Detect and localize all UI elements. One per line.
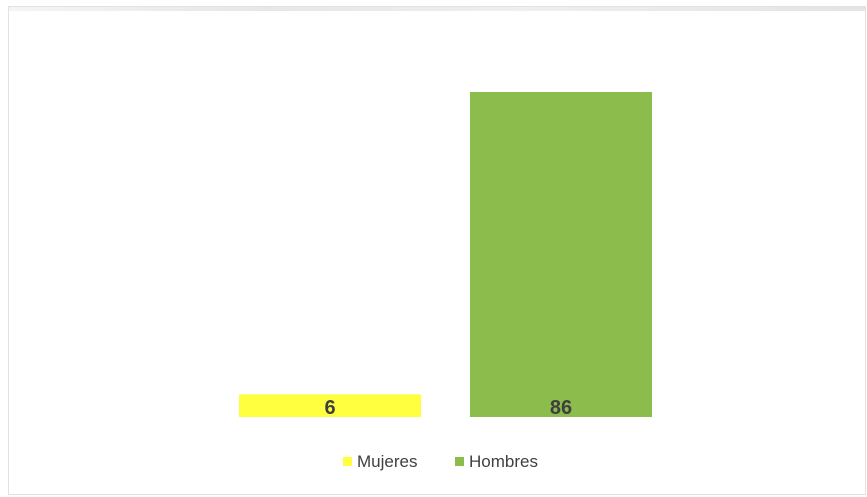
legend-swatch-hombres	[455, 457, 464, 466]
chart-frame: 6 86 Mujeres Hombres	[8, 6, 866, 495]
data-label-mujeres: 6	[324, 397, 335, 419]
chart-top-border	[9, 7, 865, 11]
legend-label-mujeres: Mujeres	[357, 452, 417, 471]
legend-swatch-mujeres	[343, 457, 352, 466]
bar-hombres	[470, 92, 652, 417]
data-label-hombres: 86	[550, 397, 572, 419]
bar-mujeres	[239, 394, 421, 417]
bar-chart: 6 86 Mujeres Hombres	[239, 92, 652, 471]
legend: Mujeres Hombres	[343, 452, 538, 471]
legend-label-hombres: Hombres	[469, 452, 538, 471]
